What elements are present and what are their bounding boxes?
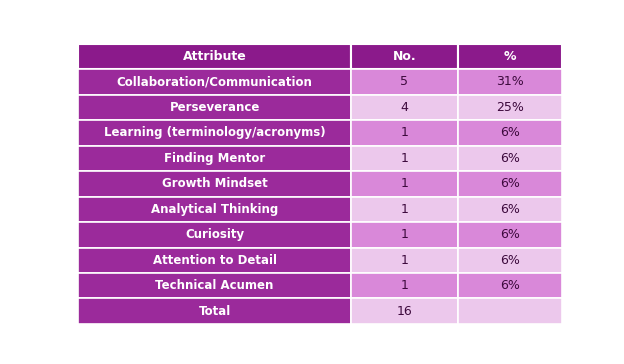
Bar [351,44,457,69]
Bar [351,171,457,197]
Text: 31%: 31% [495,75,524,88]
Text: 6%: 6% [500,279,520,292]
Bar [457,69,562,95]
Text: 1: 1 [401,279,408,292]
Text: 5: 5 [401,75,409,88]
Bar [351,120,457,146]
Bar [78,298,351,324]
Text: Total: Total [198,305,231,318]
Text: Collaboration/Communication: Collaboration/Communication [117,75,313,88]
Text: Attention to Detail: Attention to Detail [153,254,276,267]
Text: 1: 1 [401,177,408,190]
Text: Analytical Thinking: Analytical Thinking [151,203,278,216]
Bar [78,273,351,298]
Bar [351,273,457,298]
Text: 1: 1 [401,126,408,139]
Bar [78,171,351,197]
Bar [457,95,562,120]
Bar [78,146,351,171]
Bar [351,69,457,95]
Bar [457,146,562,171]
Bar [457,120,562,146]
Bar [351,248,457,273]
Bar [457,273,562,298]
Bar [351,95,457,120]
Text: 6%: 6% [500,203,520,216]
Text: 6%: 6% [500,228,520,241]
Text: Perseverance: Perseverance [170,101,260,114]
Bar [457,248,562,273]
Bar [78,69,351,95]
Text: %: % [504,50,516,63]
Bar [457,222,562,248]
Text: 6%: 6% [500,152,520,165]
Bar [457,171,562,197]
Bar [457,197,562,222]
Text: 4: 4 [401,101,408,114]
Bar [78,197,351,222]
Bar [351,298,457,324]
Text: Attribute: Attribute [183,50,246,63]
Bar [457,298,562,324]
Bar [78,44,351,69]
Bar [351,197,457,222]
Text: 6%: 6% [500,126,520,139]
Bar [351,146,457,171]
Text: No.: No. [392,50,416,63]
Text: Growth Mindset: Growth Mindset [162,177,268,190]
Text: 6%: 6% [500,177,520,190]
Text: 6%: 6% [500,254,520,267]
Text: 1: 1 [401,254,408,267]
Bar [78,120,351,146]
Bar [351,222,457,248]
Text: 1: 1 [401,203,408,216]
Text: 1: 1 [401,228,408,241]
Text: 16: 16 [397,305,412,318]
Bar [78,248,351,273]
Text: Technical Acumen: Technical Acumen [155,279,274,292]
Text: Learning (terminology/acronyms): Learning (terminology/acronyms) [104,126,326,139]
Text: 1: 1 [401,152,408,165]
Bar [457,44,562,69]
Bar [78,95,351,120]
Text: 25%: 25% [495,101,524,114]
Bar [78,222,351,248]
Text: Finding Mentor: Finding Mentor [164,152,265,165]
Text: Curiosity: Curiosity [185,228,244,241]
